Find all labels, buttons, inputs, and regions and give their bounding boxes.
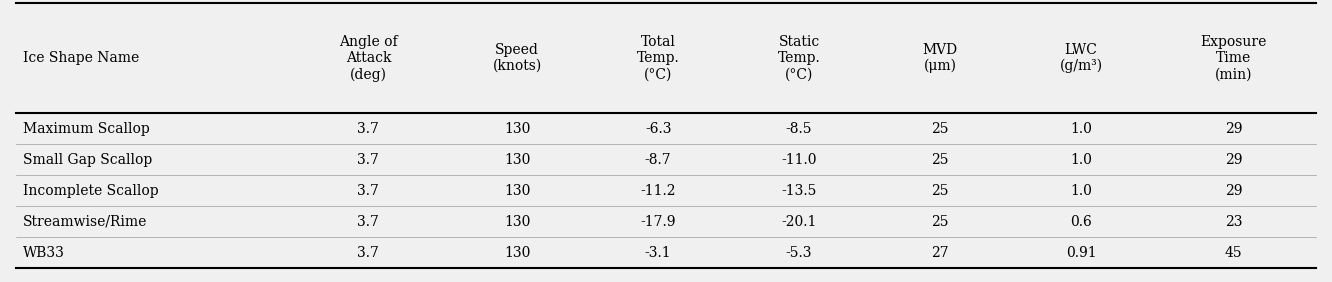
Text: LWC
(g/m³): LWC (g/m³) — [1059, 43, 1103, 73]
Text: 25: 25 — [931, 215, 948, 229]
Text: 130: 130 — [503, 215, 530, 229]
Text: 3.7: 3.7 — [357, 184, 380, 198]
Text: 25: 25 — [931, 184, 948, 198]
Text: -8.7: -8.7 — [645, 153, 671, 167]
Text: -6.3: -6.3 — [645, 122, 671, 136]
Text: 0.6: 0.6 — [1070, 215, 1092, 229]
Text: 29: 29 — [1225, 184, 1243, 198]
Text: 29: 29 — [1225, 153, 1243, 167]
Text: 0.91: 0.91 — [1066, 246, 1096, 260]
Text: 130: 130 — [503, 184, 530, 198]
Text: Total
Temp.
(°C): Total Temp. (°C) — [637, 35, 679, 81]
Text: Static
Temp.
(°C): Static Temp. (°C) — [778, 35, 821, 81]
Text: Streamwise/Rime: Streamwise/Rime — [23, 215, 147, 229]
Text: 29: 29 — [1225, 122, 1243, 136]
Text: 130: 130 — [503, 122, 530, 136]
Text: 27: 27 — [931, 246, 948, 260]
Text: WB33: WB33 — [23, 246, 64, 260]
Text: 23: 23 — [1225, 215, 1243, 229]
Text: -8.5: -8.5 — [786, 122, 813, 136]
Text: 3.7: 3.7 — [357, 215, 380, 229]
Text: -5.3: -5.3 — [786, 246, 813, 260]
Text: -17.9: -17.9 — [641, 215, 675, 229]
Text: 25: 25 — [931, 153, 948, 167]
Text: Ice Shape Name: Ice Shape Name — [23, 51, 139, 65]
Text: -13.5: -13.5 — [782, 184, 817, 198]
Text: -11.2: -11.2 — [641, 184, 675, 198]
Text: 45: 45 — [1225, 246, 1243, 260]
Text: Small Gap Scallop: Small Gap Scallop — [23, 153, 152, 167]
Text: Speed
(knots): Speed (knots) — [493, 43, 542, 73]
Text: MVD
(μm): MVD (μm) — [923, 43, 958, 73]
Text: 25: 25 — [931, 122, 948, 136]
Text: -11.0: -11.0 — [782, 153, 817, 167]
Text: Angle of
Attack
(deg): Angle of Attack (deg) — [340, 35, 398, 81]
Text: 130: 130 — [503, 246, 530, 260]
Text: 130: 130 — [503, 153, 530, 167]
Text: 3.7: 3.7 — [357, 246, 380, 260]
Text: Incomplete Scallop: Incomplete Scallop — [23, 184, 159, 198]
Text: -3.1: -3.1 — [645, 246, 671, 260]
Text: Exposure
Time
(min): Exposure Time (min) — [1200, 35, 1267, 81]
Text: 3.7: 3.7 — [357, 122, 380, 136]
Text: 1.0: 1.0 — [1070, 184, 1092, 198]
Text: 1.0: 1.0 — [1070, 153, 1092, 167]
Text: -20.1: -20.1 — [782, 215, 817, 229]
Text: Maximum Scallop: Maximum Scallop — [23, 122, 149, 136]
Text: 1.0: 1.0 — [1070, 122, 1092, 136]
Text: 3.7: 3.7 — [357, 153, 380, 167]
